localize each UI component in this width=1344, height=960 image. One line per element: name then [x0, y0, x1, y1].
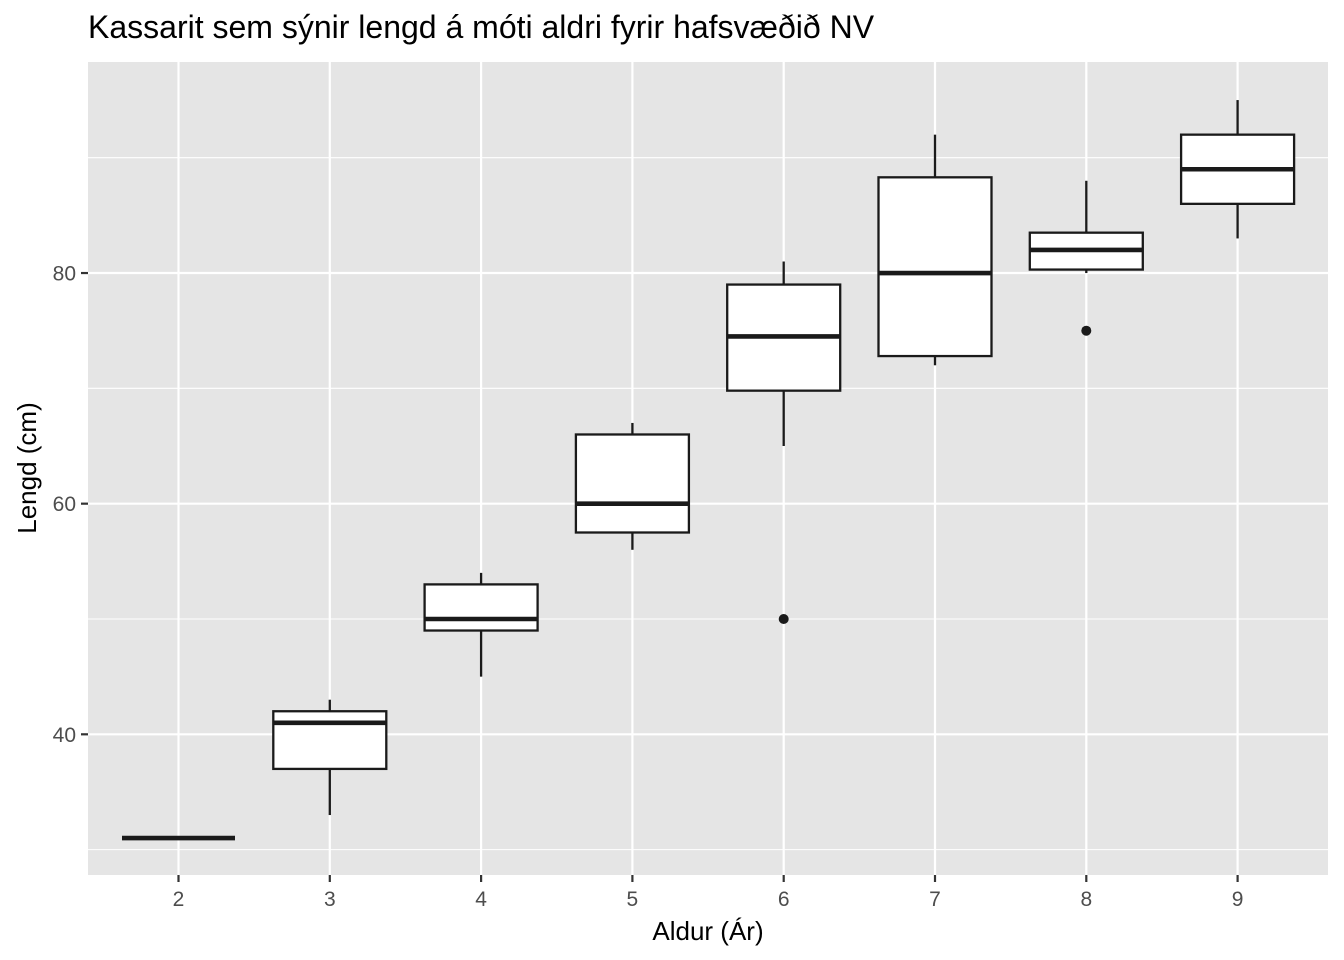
x-axis: 2 3 4 5 6 7 8 9: [173, 875, 1244, 911]
x-tick-label: 8: [1080, 888, 1092, 911]
x-tick-label: 4: [475, 888, 487, 911]
box-6: [726, 261, 842, 624]
iqr-box: [272, 710, 388, 771]
iqr-box: [423, 583, 539, 632]
box-5: [574, 422, 691, 550]
y-axis: 40 60 80: [53, 263, 88, 747]
x-tick-label: 9: [1232, 888, 1244, 911]
iqr-box: [574, 433, 691, 534]
x-tick-label: 5: [627, 888, 639, 911]
y-tick-label: 80: [53, 263, 76, 286]
outlier-point: [1081, 325, 1092, 336]
x-axis-title: Aldur (Ár): [652, 916, 763, 946]
iqr-box: [877, 176, 993, 358]
x-tick-label: 3: [324, 888, 336, 911]
box-7: [877, 134, 993, 366]
x-tick-label: 6: [778, 888, 790, 911]
minor-gridlines: [88, 157, 1328, 851]
box-8: [1028, 180, 1144, 336]
x-tick-label: 2: [173, 888, 185, 911]
x-tick-label: 7: [929, 888, 941, 911]
box-series: [122, 100, 1296, 841]
box-3: [272, 699, 388, 816]
y-tick-label: 60: [53, 493, 76, 516]
box-4: [423, 572, 539, 677]
y-tick-label: 40: [53, 724, 76, 747]
box-9: [1179, 100, 1296, 239]
outlier-point: [778, 613, 789, 624]
y-axis-title: Lengd (cm): [12, 402, 42, 534]
chart-title: Kassarit sem sýnir lengd á móti aldri fy…: [88, 9, 875, 45]
